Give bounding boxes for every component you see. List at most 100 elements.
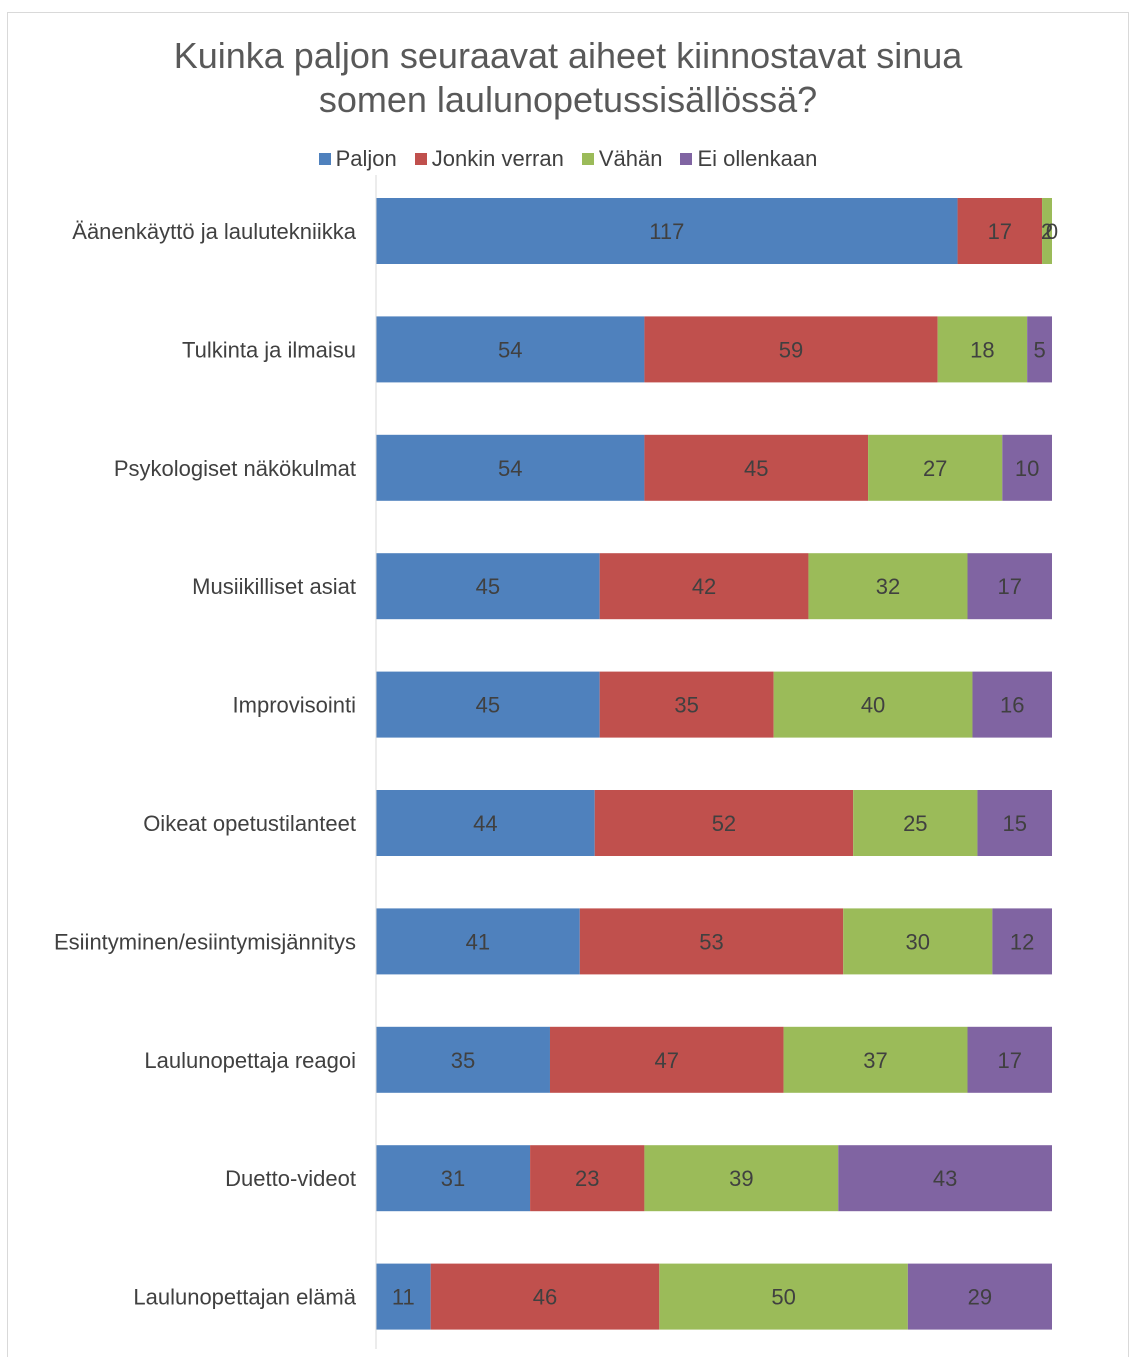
data-label: 52	[712, 811, 736, 836]
bar-segment-vahan	[853, 790, 978, 856]
chart-title-line-1: Kuinka paljon seuraavat aiheet kiinnosta…	[173, 35, 963, 76]
data-label: 23	[575, 1166, 599, 1191]
data-label: 39	[729, 1166, 753, 1191]
data-label: 11	[392, 1285, 415, 1310]
bar-segment-ei-ollenkaan	[967, 1026, 1052, 1093]
bar-segment-ei-ollenkaan	[972, 671, 1052, 738]
bar-segment-ei-ollenkaan	[907, 1263, 1052, 1330]
data-label: 32	[876, 574, 900, 599]
data-label: 10	[1015, 456, 1039, 481]
data-label: 37	[863, 1048, 887, 1073]
bar-segment-paljon	[376, 434, 645, 501]
category-label: Oikeat opetustilanteet	[143, 811, 356, 836]
data-label: 35	[674, 693, 698, 718]
data-label: 40	[861, 693, 885, 718]
data-label: 41	[466, 929, 490, 954]
bar-segment-paljon	[376, 1263, 431, 1330]
category-label: Laulunopettaja reagoi	[144, 1048, 356, 1073]
legend-swatch-jonkin-verran	[414, 153, 427, 165]
bar-segment-ei-ollenkaan	[838, 1145, 1052, 1212]
bar-segment-jonkin-verran	[644, 316, 938, 383]
data-label: 47	[655, 1048, 679, 1073]
data-label: 27	[923, 456, 947, 481]
bar-segment-vahan	[843, 908, 993, 975]
data-label: 30	[906, 929, 930, 954]
bar-segment-jonkin-verran	[530, 1145, 645, 1212]
bar-segment-jonkin-verran	[594, 790, 854, 856]
data-label: 31	[441, 1166, 465, 1191]
legend-label-ei-ollenkaan: Ei ollenkaan	[697, 146, 818, 171]
data-label: 46	[533, 1285, 557, 1310]
bar-segment-ei-ollenkaan	[992, 908, 1052, 975]
category-label: Musiikilliset asiat	[192, 574, 356, 599]
data-label: 50	[771, 1285, 795, 1310]
category-label: Tulkinta ja ilmaisu	[182, 337, 356, 362]
category-label: Laulunopettajan elämä	[133, 1285, 356, 1310]
data-label: 18	[970, 337, 994, 362]
category-label: Improvisointi	[233, 693, 356, 718]
data-label: 2	[1041, 219, 1053, 244]
chart-title: Kuinka paljon seuraavat aiheet kiinnosta…	[0, 34, 1136, 122]
bar-segment-vahan	[808, 553, 968, 620]
data-label: 5	[1033, 337, 1045, 362]
bar-segment-jonkin-verran	[957, 198, 1043, 264]
bar-segment-paljon	[376, 908, 580, 975]
data-label: 59	[779, 337, 803, 362]
data-label: 0	[1046, 219, 1058, 244]
data-label: 45	[744, 456, 768, 481]
bar-segment-paljon	[376, 1026, 550, 1093]
category-label: Duetto-videot	[225, 1166, 356, 1191]
data-label: 35	[451, 1048, 475, 1073]
data-label: 15	[1002, 811, 1026, 836]
bar-segment-vahan	[773, 671, 973, 738]
bar-segment-paljon	[376, 553, 600, 620]
legend-swatch-vahan	[581, 153, 594, 165]
bar-segment-vahan	[1042, 198, 1052, 264]
data-label: 54	[498, 456, 522, 481]
legend-item-paljon: Paljon	[318, 146, 397, 172]
data-label: 17	[998, 1048, 1022, 1073]
data-label: 16	[1000, 693, 1024, 718]
legend-label-paljon: Paljon	[335, 146, 397, 171]
chart-legend: Paljon Jonkin verran Vähän Ei ollenkaan	[0, 146, 1136, 172]
bar-segment-vahan	[868, 434, 1003, 501]
bar-segment-vahan	[659, 1263, 908, 1330]
bar-segment-ei-ollenkaan	[967, 553, 1052, 620]
bar-segment-paljon	[376, 671, 600, 738]
bar-segment-paljon	[376, 316, 645, 383]
bar-segment-ei-ollenkaan	[977, 790, 1052, 856]
data-label: 42	[692, 574, 716, 599]
bar-segment-vahan	[644, 1145, 839, 1212]
data-label: 43	[933, 1166, 957, 1191]
bar-segment-jonkin-verran	[599, 671, 774, 738]
data-label: 44	[473, 811, 497, 836]
bar-segment-jonkin-verran	[549, 1026, 784, 1093]
chart-title-line-2: somen laulunopetussisällössä?	[318, 79, 818, 120]
bar-segment-vahan	[783, 1026, 968, 1093]
data-label: 45	[476, 693, 500, 718]
data-label: 25	[903, 811, 927, 836]
legend-item-ei-ollenkaan: Ei ollenkaan	[680, 146, 817, 172]
bar-segment-jonkin-verran	[579, 908, 844, 975]
data-label: 45	[476, 574, 500, 599]
category-label: Esiintyminen/esiintymisjännitys	[54, 929, 356, 954]
bar-segment-ei-ollenkaan	[1002, 434, 1052, 501]
data-label: 29	[968, 1285, 992, 1310]
bar-segment-paljon	[376, 790, 595, 856]
category-label: Psykologiset näkökulmat	[114, 456, 356, 481]
data-label: 17	[988, 219, 1012, 244]
legend-label-vahan: Vähän	[598, 146, 663, 171]
bar-segment-jonkin-verran	[644, 434, 869, 501]
data-label: 17	[998, 574, 1022, 599]
data-label: 117	[649, 219, 684, 244]
category-label: Äänenkäyttö ja laulutekniikka	[72, 219, 356, 244]
bar-segment-vahan	[937, 316, 1028, 383]
legend-label-jonkin-verran: Jonkin verran	[431, 146, 564, 171]
data-label: 12	[1010, 929, 1034, 954]
legend-item-vahan: Vähän	[581, 146, 663, 172]
bar-segment-paljon	[376, 1145, 531, 1212]
legend-swatch-paljon	[318, 153, 331, 165]
bar-segment-jonkin-verran	[430, 1263, 660, 1330]
bar-segment-ei-ollenkaan	[1027, 316, 1052, 383]
